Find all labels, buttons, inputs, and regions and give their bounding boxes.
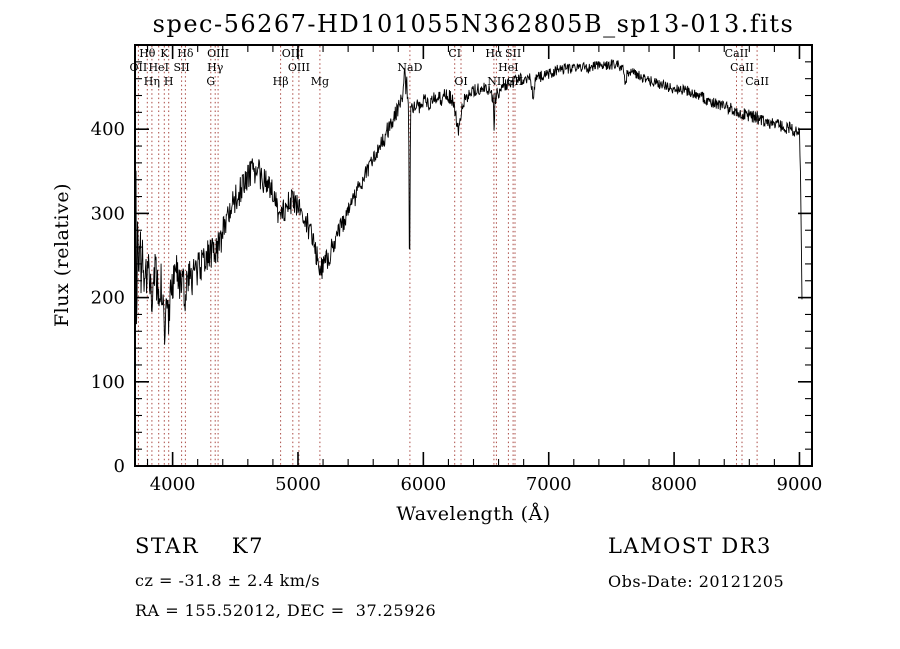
line-marker-label: Hδ xyxy=(177,47,194,60)
x-tick-label: 6000 xyxy=(400,474,446,495)
line-marker-label: Hγ xyxy=(207,61,224,74)
line-marker-label: CaII xyxy=(745,75,769,88)
y-tick-label: 100 xyxy=(91,372,125,393)
obs-date-label: Obs-Date: 20121205 xyxy=(608,572,785,591)
line-marker-label: Hα xyxy=(485,47,503,60)
line-marker-label: Hθ xyxy=(139,47,156,60)
y-tick-label: 400 xyxy=(91,119,125,140)
line-marker-label: HeI xyxy=(498,61,518,74)
line-marker-label: Mg xyxy=(311,75,329,88)
line-marker-label: NII xyxy=(487,75,505,88)
line-marker-label: OIII xyxy=(288,61,310,74)
line-marker-label: OII xyxy=(130,61,148,74)
line-marker-label: SII xyxy=(507,75,523,88)
line-marker-label: OIII xyxy=(282,47,304,60)
radial-velocity-label: cz = -31.8 ± 2.4 km/s xyxy=(135,571,321,590)
line-marker-label: HeI xyxy=(148,61,168,74)
line-marker-label: Hβ xyxy=(273,75,289,88)
axis-frame xyxy=(134,44,813,467)
coordinates-label: RA = 155.52012, DEC = 37.25926 xyxy=(135,601,437,620)
line-markers xyxy=(137,46,758,465)
line-marker-label: CaII xyxy=(730,61,754,74)
line-marker-label: OIII xyxy=(207,47,229,60)
plot-title: spec-56267-HD101055N362805B_sp13-013.fit… xyxy=(152,10,795,38)
line-marker-label: SII xyxy=(173,61,189,74)
x-tick-label: 7000 xyxy=(526,474,572,495)
x-axis-label: Wavelength (Å) xyxy=(396,503,551,525)
line-marker-label: CI xyxy=(448,47,461,60)
x-tick-label: 4000 xyxy=(150,474,196,495)
axis-ticks: 4000 5000 6000 7000 8000 9000 0 100 200 300 400 xyxy=(91,45,823,495)
x-tick-label: 8000 xyxy=(651,474,697,495)
y-axis-label: Flux (relative) xyxy=(51,183,73,327)
line-marker-label: CaII xyxy=(725,47,749,60)
survey-release-label: LAMOST DR3 xyxy=(608,534,772,558)
line-marker-label: K xyxy=(160,47,169,60)
line-marker-label: G xyxy=(206,75,215,88)
object-class-label: STAR K7 xyxy=(135,534,264,558)
y-tick-label: 300 xyxy=(91,203,125,224)
y-tick-label: 200 xyxy=(91,288,125,309)
x-tick-label: 9000 xyxy=(777,474,823,495)
spectrum-trace xyxy=(134,59,803,345)
line-marker-label: NaD xyxy=(397,61,422,74)
line-marker-label: H xyxy=(164,75,174,88)
line-marker-label: OI xyxy=(454,75,467,88)
line-marker-label: Hη xyxy=(144,75,160,88)
line-marker-label: SII xyxy=(505,47,521,60)
y-tick-label: 0 xyxy=(114,456,125,477)
x-tick-label: 5000 xyxy=(275,474,321,495)
